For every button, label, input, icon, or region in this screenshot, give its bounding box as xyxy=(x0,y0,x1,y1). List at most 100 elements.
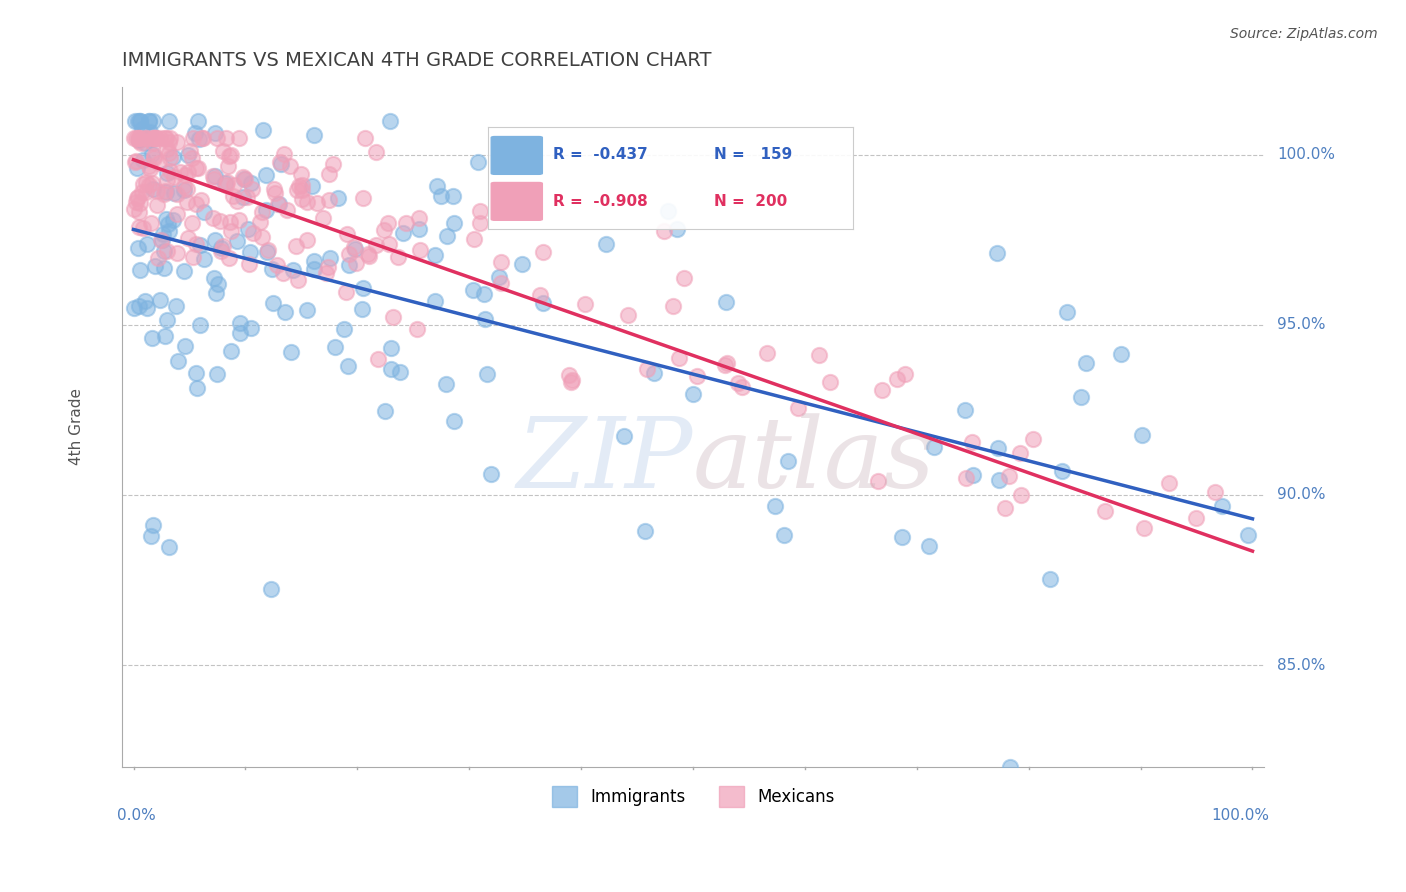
Point xyxy=(128,220,150,235)
Point xyxy=(808,348,831,362)
Point xyxy=(166,206,188,220)
Point xyxy=(713,359,735,373)
Point xyxy=(491,255,513,269)
Point xyxy=(818,375,841,389)
Point xyxy=(127,113,149,128)
Point xyxy=(357,247,380,261)
Point xyxy=(1038,572,1060,586)
Point xyxy=(232,172,254,186)
Point xyxy=(129,136,152,150)
Point xyxy=(155,184,177,198)
Point xyxy=(287,272,309,286)
Point xyxy=(1133,521,1156,535)
Point xyxy=(190,193,212,207)
Point xyxy=(344,256,367,270)
Point xyxy=(157,146,180,161)
Point xyxy=(159,130,181,145)
Point xyxy=(186,381,208,395)
Point xyxy=(128,134,150,148)
Point xyxy=(184,237,207,252)
Point xyxy=(135,185,157,199)
Point xyxy=(763,499,786,513)
Point xyxy=(378,237,401,252)
Text: 95.0%: 95.0% xyxy=(1278,318,1326,333)
Point xyxy=(142,149,165,163)
Point xyxy=(162,213,184,227)
Point xyxy=(295,233,318,247)
Point xyxy=(302,128,325,142)
Point xyxy=(682,387,704,401)
Point xyxy=(918,539,941,553)
Point xyxy=(142,517,165,532)
Point xyxy=(125,191,148,205)
Point xyxy=(228,212,250,227)
Point xyxy=(138,113,160,128)
Point xyxy=(236,190,259,204)
Point xyxy=(148,251,170,265)
Point xyxy=(1074,356,1097,370)
Point xyxy=(986,246,1008,260)
Point xyxy=(141,176,163,190)
Point xyxy=(408,222,430,236)
Point xyxy=(436,229,458,244)
Point xyxy=(387,250,409,264)
Point xyxy=(250,205,273,219)
Point xyxy=(128,130,150,145)
Point xyxy=(278,159,301,173)
Point xyxy=(141,147,163,161)
Point xyxy=(378,113,401,128)
Point xyxy=(228,130,250,145)
Point xyxy=(159,151,181,165)
Point xyxy=(142,136,165,151)
Point xyxy=(337,247,360,261)
Point xyxy=(142,130,165,145)
Point xyxy=(778,454,800,468)
Text: 90.0%: 90.0% xyxy=(1278,487,1326,502)
Point xyxy=(531,296,554,310)
Point xyxy=(267,197,290,211)
Point xyxy=(380,362,402,376)
Point xyxy=(148,155,170,169)
Point xyxy=(150,233,173,247)
Point xyxy=(166,353,188,368)
Point xyxy=(184,366,207,380)
Point xyxy=(561,373,583,387)
Point xyxy=(256,244,278,259)
Point xyxy=(222,189,245,203)
Point xyxy=(229,316,252,330)
Point xyxy=(215,175,238,189)
Point xyxy=(301,178,323,193)
Point xyxy=(188,237,211,252)
Point xyxy=(215,130,238,145)
Point xyxy=(218,159,240,173)
Point xyxy=(263,182,285,196)
Point xyxy=(249,215,271,229)
Point xyxy=(960,435,983,450)
Point xyxy=(242,227,264,241)
Point xyxy=(219,224,242,238)
Point xyxy=(173,169,195,183)
Point xyxy=(423,293,446,308)
Point xyxy=(134,294,156,309)
Point xyxy=(204,169,226,183)
Point xyxy=(1185,511,1208,525)
Point xyxy=(214,176,236,190)
Point xyxy=(574,297,596,311)
Point xyxy=(188,318,211,332)
Point xyxy=(156,217,179,231)
Point xyxy=(377,215,399,229)
Point xyxy=(353,131,375,145)
Point xyxy=(479,467,502,482)
Point xyxy=(205,130,228,145)
Point xyxy=(382,310,405,324)
Point xyxy=(128,299,150,313)
Point xyxy=(163,169,186,184)
Point xyxy=(240,182,263,196)
Point xyxy=(152,186,174,201)
Point xyxy=(139,126,162,140)
Point xyxy=(269,154,291,169)
Point xyxy=(441,189,464,203)
Point xyxy=(155,211,177,226)
Point xyxy=(364,238,387,252)
Point xyxy=(350,301,373,316)
